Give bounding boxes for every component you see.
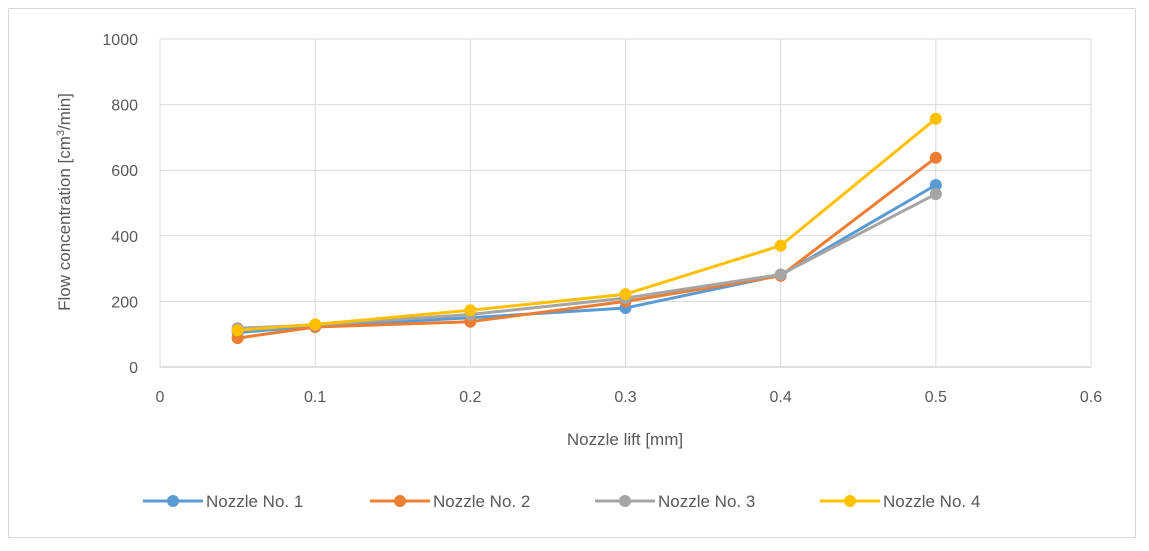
x-tick-label: 0.2 <box>459 389 481 406</box>
series-4 <box>231 112 942 337</box>
legend-item: Nozzle No. 2 <box>370 492 530 511</box>
y-axis-title: Flow concentration [cm3/min] <box>55 93 74 311</box>
legend-label: Nozzle No. 1 <box>206 492 303 511</box>
data-point <box>774 268 787 281</box>
data-point <box>929 112 942 125</box>
legend-item: Nozzle No. 4 <box>820 492 980 511</box>
y-tick-label: 0 <box>129 360 138 377</box>
legend: Nozzle No. 1 Nozzle No. 2 Nozzle No. 3 Nozz… <box>143 492 980 511</box>
legend-swatch-marker <box>394 495 406 507</box>
data-point <box>309 318 322 331</box>
legend-label: Nozzle No. 4 <box>883 492 980 511</box>
superscript: 3 <box>55 130 67 136</box>
series-3 <box>231 188 942 335</box>
y-tick-label: 800 <box>111 98 138 115</box>
legend-swatch-marker <box>167 495 179 507</box>
x-tick-label: 0.5 <box>925 389 947 406</box>
y-tick-label: 200 <box>111 294 138 311</box>
data-point <box>929 151 942 164</box>
y-tick-label: 1000 <box>102 32 138 49</box>
series-line <box>236 156 938 340</box>
legend-label: Nozzle No. 2 <box>433 492 530 511</box>
y-tick-label: 600 <box>111 163 138 180</box>
chart-frame <box>8 8 1136 538</box>
series-line <box>236 117 938 332</box>
y-tick-label: 400 <box>111 229 138 246</box>
grid-lines <box>159 38 1092 368</box>
x-tick-label: 0 <box>156 389 165 406</box>
legend-item: Nozzle No. 1 <box>143 492 303 511</box>
legend-swatch-marker <box>844 495 856 507</box>
x-tick-label: 0.1 <box>304 389 326 406</box>
legend-label: Nozzle No. 3 <box>658 492 755 511</box>
x-tick-labels: 0 0.1 0.2 0.3 0.4 0.5 0.6 <box>156 389 1103 406</box>
series-line <box>236 183 938 335</box>
series-group <box>231 112 942 345</box>
legend-item: Nozzle No. 3 <box>595 492 755 511</box>
data-point <box>464 304 477 317</box>
series-2 <box>231 151 942 345</box>
data-point <box>231 324 244 337</box>
data-point <box>929 178 942 191</box>
x-tick-label: 0.3 <box>614 389 636 406</box>
x-tick-label: 0.6 <box>1080 389 1102 406</box>
series-line <box>236 192 938 330</box>
data-point <box>929 188 942 201</box>
data-point <box>619 288 632 301</box>
x-axis-title: Nozzle lift [mm] <box>567 430 683 449</box>
data-point <box>774 239 787 252</box>
series-1 <box>231 178 942 339</box>
y-tick-labels: 0 200 400 600 800 1000 <box>102 32 138 377</box>
x-tick-label: 0.4 <box>770 389 792 406</box>
legend-swatch-marker <box>619 495 631 507</box>
